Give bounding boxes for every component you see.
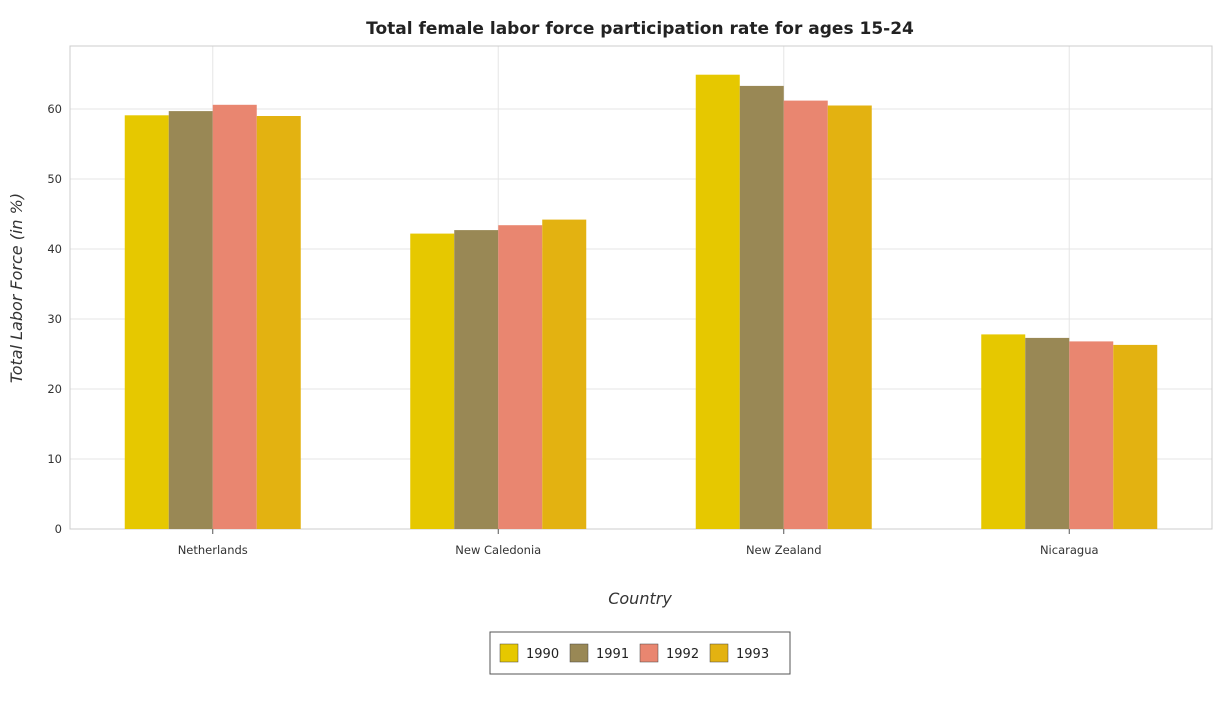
y-tick-label: 10 [47,452,62,466]
x-tick-label: New Caledonia [455,543,541,557]
bar-1993-new-zealand [827,105,872,529]
y-axis-ticks: 0 10 20 30 40 50 60 [47,102,62,536]
bar-1991-netherlands [168,111,213,529]
legend: 1990 1991 1992 1993 [489,631,791,675]
bar-1992-new-zealand [783,100,828,529]
bar-1993-new-caledonia [542,219,587,529]
bar-1990-new-zealand [695,74,740,529]
legend-label: 1992 [666,647,699,662]
y-tick-label: 60 [47,102,62,116]
bar-1990-new-caledonia [410,233,455,529]
chart-title: Total female labor force participation r… [366,19,914,39]
bar-series [124,74,1158,530]
bar-1992-nicaragua [1069,341,1114,529]
x-tick-label: Netherlands [178,543,248,557]
bar-1993-netherlands [256,116,301,529]
legend-label: 1991 [596,647,629,662]
legend-label: 1993 [736,647,769,662]
x-axis-ticks: Netherlands New Caledonia New Zealand Nicar… [178,529,1099,557]
legend-label: 1990 [526,647,559,662]
bar-1992-new-caledonia [498,225,543,529]
bar-1992-netherlands [212,104,257,530]
y-axis-label: Total Labor Force (in %) [7,193,26,383]
y-tick-label: 0 [55,522,62,536]
plot-frame [69,45,1213,530]
y-tick-label: 40 [47,242,62,256]
y-tick-label: 50 [47,172,62,186]
legend-swatch [709,643,729,663]
legend-swatch [499,643,519,663]
x-tick-label: Nicaragua [1040,543,1099,557]
x-axis-label: Country [608,589,672,608]
legend-swatch [569,643,589,663]
bar-1990-netherlands [124,115,169,530]
legend-swatch [639,643,659,663]
bar-1990-nicaragua [981,334,1026,529]
bar-1991-new-zealand [739,85,784,530]
x-tick-label: New Zealand [746,543,822,557]
bar-1991-nicaragua [1025,337,1070,529]
y-tick-label: 20 [47,382,62,396]
bar-1991-new-caledonia [454,230,499,529]
y-tick-label: 30 [47,312,62,326]
bar-1993-nicaragua [1113,344,1158,529]
